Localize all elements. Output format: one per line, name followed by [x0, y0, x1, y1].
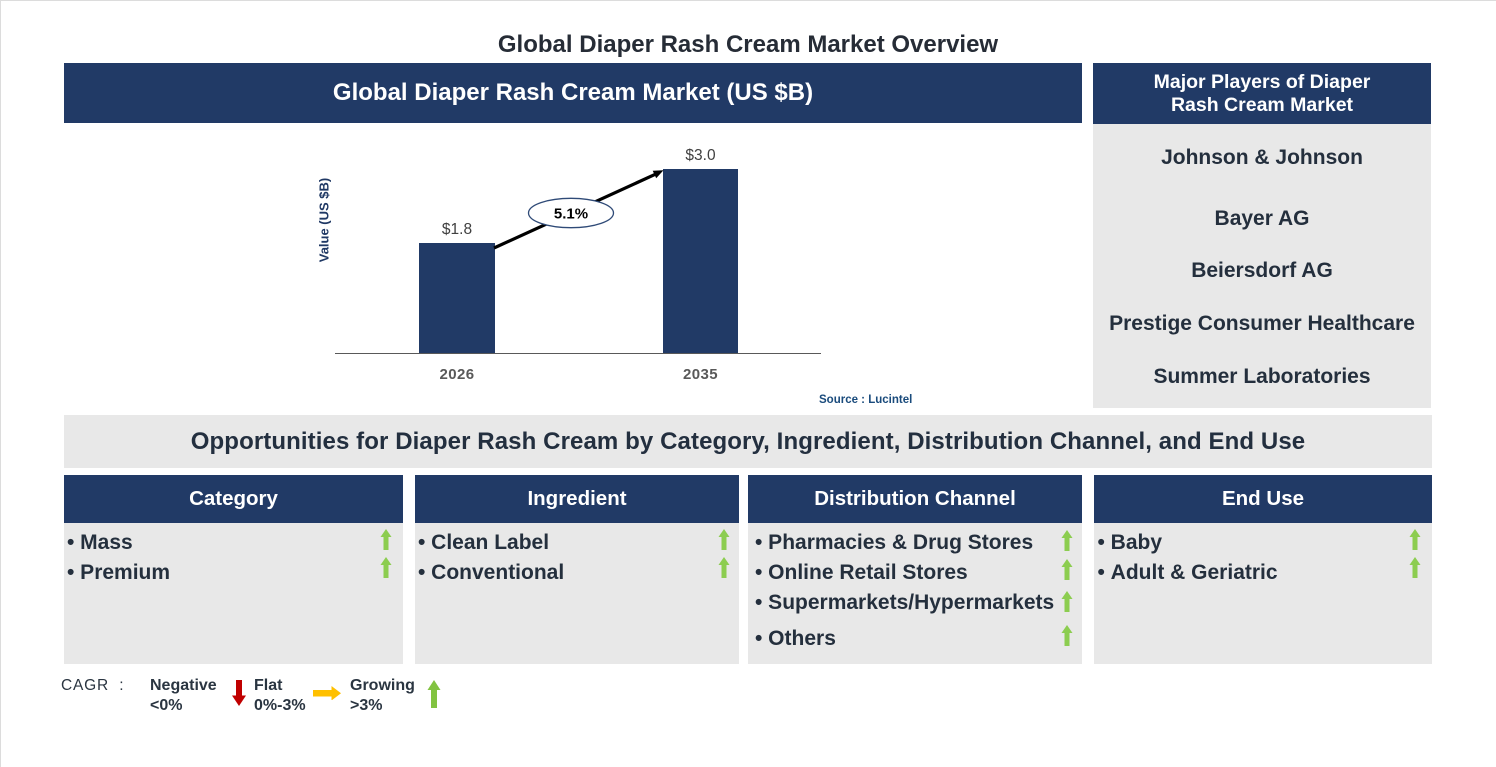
svg-text:5.1%: 5.1%	[554, 205, 588, 222]
